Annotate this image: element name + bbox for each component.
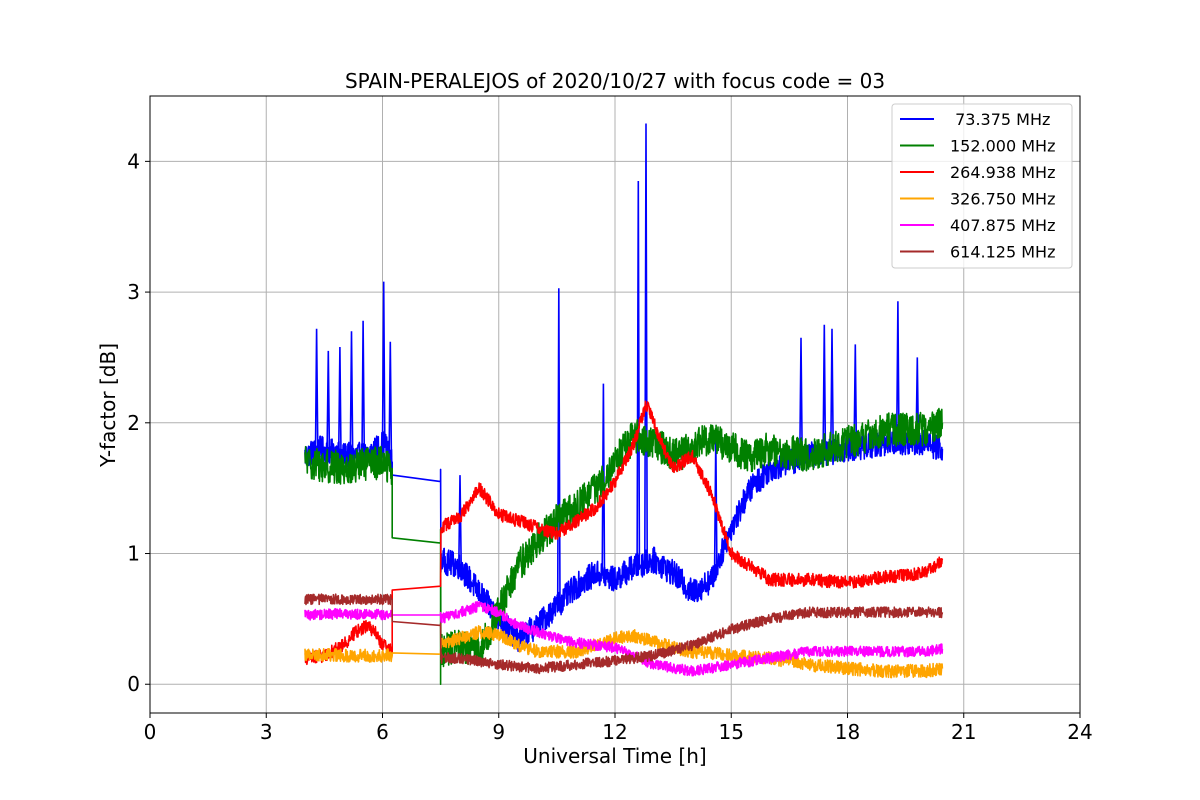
legend-entries: 73.375 MHz 152.000 MHz 264.938 MHz 326.750 … [900,110,1055,262]
series-layer [304,123,944,685]
series-spike [853,344,858,448]
series-spike [601,383,606,576]
legend: 73.375 MHz 152.000 MHz 264.938 MHz 326.750 … [891,103,1073,269]
tick-marks [145,160,1081,718]
y-tick-label: 0 [127,672,140,696]
y-tick-label: 2 [127,411,140,435]
series-spike [895,301,900,443]
series-spike [337,346,342,455]
series-spike [458,475,462,567]
series-spike [644,123,648,563]
y-tick-label: 1 [127,542,140,566]
series-spike [314,328,319,451]
series-line [304,593,944,675]
x-tick-label: 12 [602,720,627,744]
chart-title: SPAIN-PERALEJOS of 2020/10/27 with focus… [345,69,885,93]
legend-label: 326.750 MHz [950,190,1055,209]
series-spike [361,320,366,456]
y-tick-label: 3 [127,280,140,304]
y-axis-label: Y-factor [dB] [96,343,120,468]
x-tick-label: 3 [260,720,273,744]
x-tick-label: 18 [835,720,860,744]
x-tick-label: 21 [951,720,976,744]
series-spike [799,337,803,459]
series-line [304,625,944,679]
x-tick-label: 15 [719,720,744,744]
series-spike [822,324,827,453]
legend-label: 614.125 MHz [950,243,1055,262]
x-tick-label: 9 [492,720,505,744]
series-spike [388,341,393,458]
y-tick-label: 4 [127,149,140,173]
series-spike [326,350,331,452]
legend-label: 73.375 MHz [950,110,1050,129]
series-spike [830,328,834,452]
legend-box [891,103,1073,269]
legend-label: 264.938 MHz [950,163,1055,182]
series-spike [349,331,354,456]
series-line [304,600,944,677]
x-tick-label: 6 [376,720,389,744]
legend-label: 152.000 MHz [950,137,1055,156]
x-tick-label: 0 [144,720,157,744]
x-axis-label: Universal Time [h] [523,744,706,768]
series-spike [556,288,561,604]
series-spike [381,281,386,444]
series-line [304,400,944,666]
x-tick-label: 24 [1067,720,1092,744]
legend-label: 407.875 MHz [950,216,1055,235]
